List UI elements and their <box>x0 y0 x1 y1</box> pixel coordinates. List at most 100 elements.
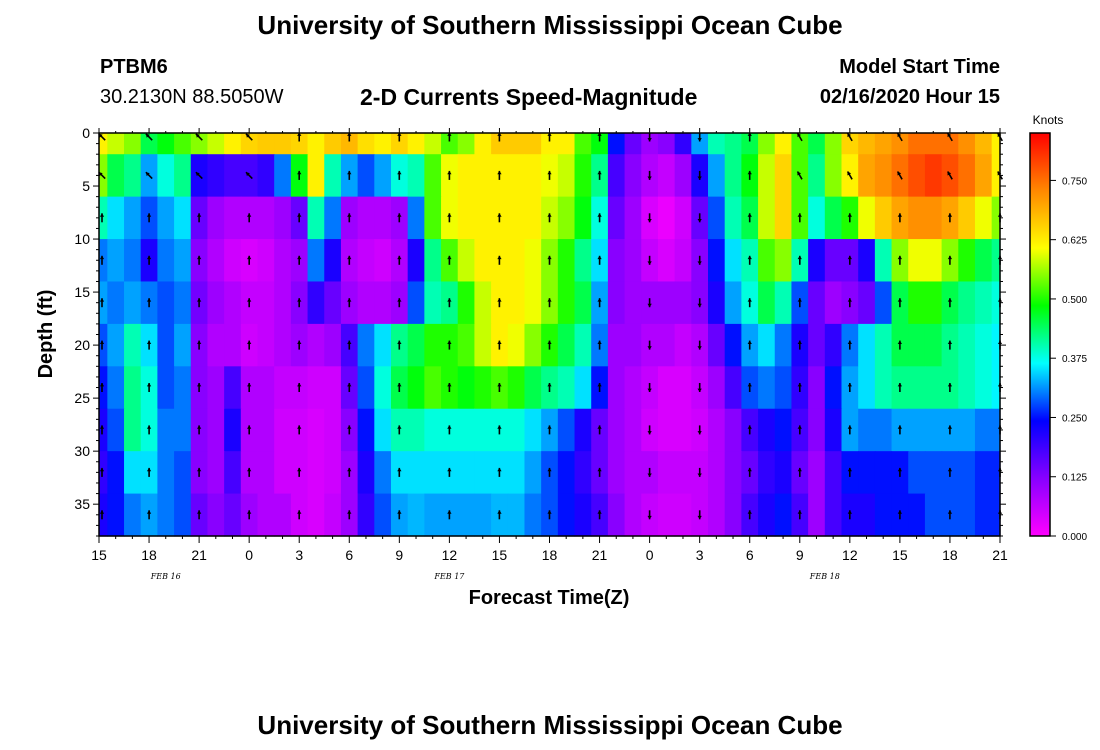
current-arrow <box>647 340 652 350</box>
heatmap-cell <box>674 281 692 325</box>
heatmap-cell <box>758 323 776 367</box>
arrow-head <box>497 298 502 302</box>
arrow-head <box>347 298 352 302</box>
heatmap-cell <box>457 281 476 325</box>
current-arrow <box>247 213 252 223</box>
heatmap-cell <box>991 451 1001 495</box>
current-arrow <box>897 383 902 392</box>
heatmap-cell <box>457 366 476 410</box>
heatmap-cell <box>407 239 425 283</box>
heatmap-cell <box>274 154 292 198</box>
heatmap-cell <box>591 133 609 155</box>
current-arrow <box>397 132 402 142</box>
y-axis: 0 5 10 15 20 25 30 35 <box>74 125 1006 537</box>
colorbar-tick-label: 0.375 <box>1062 354 1087 365</box>
heatmap-cell <box>274 323 292 367</box>
current-arrow <box>847 213 852 223</box>
heatmap-cell <box>174 196 192 240</box>
current-arrow <box>847 467 852 477</box>
heatmap-cell <box>157 133 175 155</box>
heatmap-cell <box>224 323 242 367</box>
heatmap-cell <box>257 366 275 410</box>
heatmap-cell <box>607 281 626 325</box>
heatmap-cell <box>307 408 325 452</box>
heatmap-cell <box>124 366 142 410</box>
heatmap-cell <box>374 408 392 452</box>
heatmap-cell <box>958 451 976 495</box>
heatmap-cell <box>507 196 526 240</box>
current-arrow <box>146 383 152 392</box>
heatmap-cell <box>774 154 793 198</box>
heatmap-cell <box>808 323 826 367</box>
heatmap-cell <box>708 323 726 367</box>
current-arrow <box>647 383 652 392</box>
heatmap-cell <box>424 323 442 367</box>
x-tick-label: 6 <box>345 547 353 563</box>
arrow-head <box>246 172 250 177</box>
arrow-head <box>247 213 252 217</box>
heatmap-cell <box>374 239 392 283</box>
heatmap-cell <box>274 451 292 495</box>
arrow-head <box>447 383 452 387</box>
heatmap-cell <box>99 408 108 452</box>
heatmap-cell <box>324 133 342 155</box>
heatmap-cell <box>708 493 726 537</box>
arrow-head <box>797 467 802 472</box>
heatmap-cell <box>424 366 442 410</box>
arrow-head <box>597 340 602 344</box>
heatmap-cell <box>924 154 943 198</box>
current-arrow <box>195 171 203 180</box>
arrow-head <box>347 213 352 217</box>
current-arrow <box>897 298 902 308</box>
arrow-head <box>146 340 152 344</box>
colorbar-tick-label: 0.125 <box>1062 473 1087 484</box>
heatmap-cell <box>99 366 108 410</box>
arrow-head <box>347 340 352 344</box>
arrow-head <box>697 219 702 223</box>
heatmap-cell <box>908 408 926 452</box>
arrow-head <box>797 255 802 260</box>
current-arrow <box>347 132 352 142</box>
heatmap-cell <box>974 493 993 537</box>
heatmap-cell <box>207 133 225 155</box>
arrow-head <box>797 425 802 429</box>
arrow-head <box>947 171 952 176</box>
heatmap-cell <box>407 451 425 495</box>
arrow-head <box>747 510 752 514</box>
arrow-head <box>547 298 552 302</box>
heatmap-cell <box>708 451 726 495</box>
x-tick-label: 15 <box>492 547 508 563</box>
heatmap-cell <box>157 408 175 452</box>
heatmap-cell <box>691 133 709 155</box>
date-label: FEB 18 <box>809 572 840 581</box>
heatmap-cell <box>474 133 492 155</box>
heatmap-cell <box>524 239 542 283</box>
arrow-head <box>447 255 452 260</box>
current-arrow <box>347 213 352 223</box>
heatmap-cell <box>207 366 225 410</box>
arrow-head <box>195 133 200 138</box>
arrow-head <box>647 346 652 350</box>
heatmap-cell <box>174 451 192 495</box>
arrow-head <box>947 510 953 514</box>
heatmap-cell <box>641 133 659 155</box>
arrow-head <box>747 132 752 136</box>
heatmap-cell <box>874 451 893 495</box>
current-arrow <box>447 510 452 520</box>
heatmap-cell <box>624 154 642 198</box>
heatmap-cell <box>908 451 926 495</box>
heatmap-cell <box>674 366 692 410</box>
heatmap-cell <box>607 239 626 283</box>
heatmap-cell <box>808 408 826 452</box>
arrow-head <box>397 170 402 175</box>
arrow-head <box>797 510 802 514</box>
arrow-head <box>497 213 502 217</box>
arrow-head <box>297 255 302 260</box>
heatmap-cell <box>607 196 626 240</box>
arrow-head <box>347 255 352 260</box>
heatmap-cell <box>824 239 843 283</box>
x-tick-label: 6 <box>746 547 754 563</box>
heatmap-cell <box>974 281 993 325</box>
current-arrow <box>247 255 252 265</box>
